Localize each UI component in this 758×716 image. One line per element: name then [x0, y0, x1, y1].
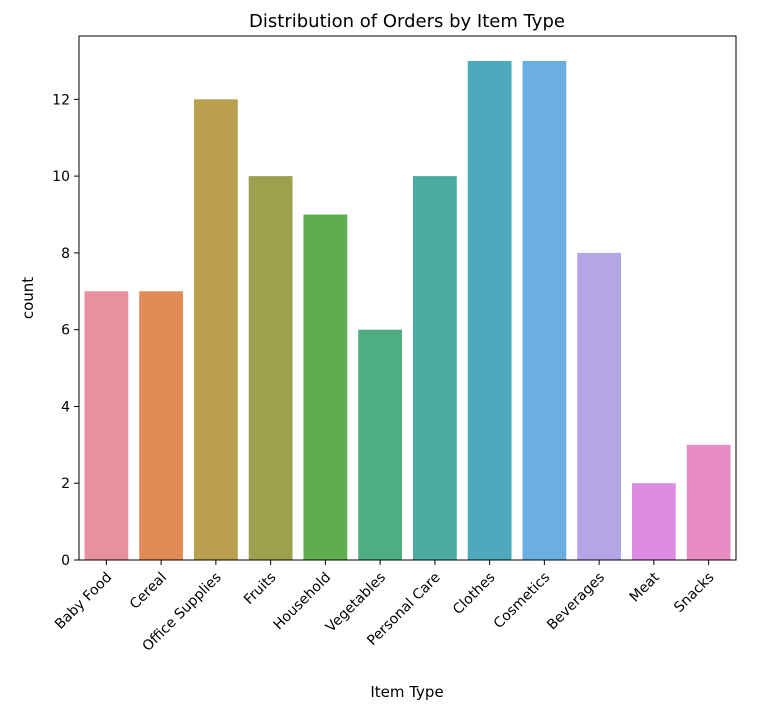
- y-tick-label: 12: [52, 92, 70, 108]
- bar-household: [303, 214, 348, 560]
- bar-baby-food: [84, 291, 129, 560]
- bar-snacks: [686, 444, 731, 560]
- x-tick-label: Snacks: [671, 570, 717, 616]
- y-tick-label: 6: [61, 323, 70, 339]
- x-tick-label: Cereal: [127, 570, 170, 613]
- chart-title: Distribution of Orders by Item Type: [249, 11, 565, 32]
- x-tick-label: Meat: [627, 569, 663, 605]
- bar-cereal: [139, 291, 184, 560]
- y-axis: 0 2 4 6 8 10 12: [52, 92, 79, 569]
- plot-frame: [78, 35, 737, 561]
- bar-cosmetics: [522, 60, 567, 560]
- y-tick-label: 4: [61, 399, 70, 415]
- y-tick-label: 2: [61, 476, 70, 492]
- bars-group: [84, 60, 731, 560]
- bar-personal-care: [412, 176, 457, 560]
- y-tick-label: 10: [52, 169, 70, 185]
- bar-fruits: [248, 176, 293, 560]
- y-axis-label: count: [19, 277, 37, 319]
- bar-office-supplies: [193, 99, 238, 560]
- x-tick-label: Baby Food: [52, 570, 115, 633]
- y-tick-label: 8: [61, 246, 70, 262]
- x-tick-label: Fruits: [241, 570, 279, 608]
- y-tick-label: 0: [61, 553, 70, 569]
- bar-meat: [631, 483, 676, 560]
- x-tick-label: Clothes: [450, 570, 498, 618]
- bar-clothes: [467, 60, 512, 560]
- bar-vegetables: [358, 329, 403, 560]
- x-tick-label: Beverages: [544, 570, 608, 634]
- x-axis-label: Item Type: [370, 683, 443, 701]
- bar-beverages: [577, 252, 622, 560]
